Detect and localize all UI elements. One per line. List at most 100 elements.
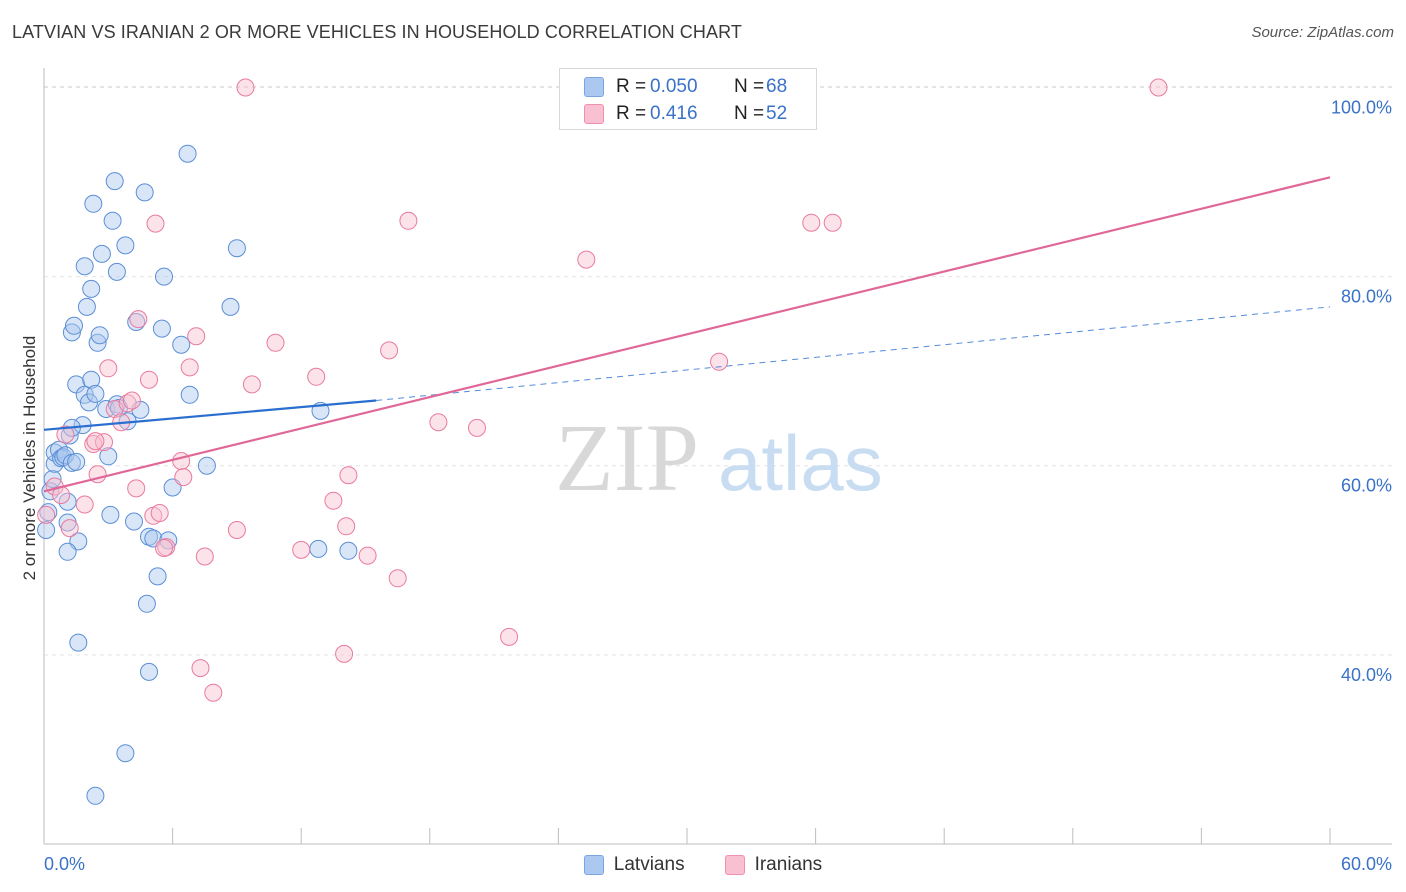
point-iranians <box>337 517 356 536</box>
point-latvians <box>65 316 83 335</box>
point-latvians <box>227 239 246 258</box>
point-latvians <box>172 335 191 354</box>
point-iranians <box>99 359 118 378</box>
legend-label-iranians: Iranians <box>754 854 823 875</box>
point-iranians <box>1149 78 1168 97</box>
trend-extension-latvians <box>376 306 1331 401</box>
point-iranians <box>204 683 223 702</box>
point-iranians <box>146 214 165 233</box>
point-latvians <box>116 236 135 255</box>
r-label: R = <box>616 76 647 97</box>
chart-title: LATVIAN VS IRANIAN 2 OR MORE VEHICLES IN… <box>12 22 742 42</box>
point-iranians <box>172 452 191 470</box>
point-latvians <box>137 594 156 613</box>
point-iranians <box>468 418 486 437</box>
watermark-zip: ZIP <box>555 404 699 511</box>
point-iranians <box>710 352 729 371</box>
point-iranians <box>227 521 246 539</box>
point-iranians <box>86 432 105 451</box>
point-iranians <box>292 540 311 559</box>
point-iranians <box>823 213 842 232</box>
x-tick-label: 0.0% <box>44 854 85 874</box>
point-iranians <box>191 659 210 678</box>
y-tick-label: 100.0% <box>1331 97 1392 117</box>
point-iranians <box>339 466 358 485</box>
point-latvians <box>75 257 94 276</box>
point-iranians <box>380 341 399 360</box>
source-label: Source: ZipAtlas.com <box>1251 24 1394 41</box>
point-iranians <box>335 644 354 663</box>
point-latvians <box>107 262 126 281</box>
point-latvians <box>127 313 146 331</box>
point-latvians <box>92 244 111 263</box>
point-iranians <box>155 539 173 557</box>
point-iranians <box>150 504 169 522</box>
trend-line-latvians <box>43 399 377 431</box>
point-latvians <box>86 384 105 403</box>
point-latvians <box>82 279 101 298</box>
point-latvians <box>62 323 81 342</box>
trend-lines <box>43 176 1331 493</box>
x-tick-label: 60.0% <box>1341 854 1392 874</box>
r-value: 0.416 <box>650 103 698 124</box>
point-latvians <box>155 267 173 286</box>
point-iranians <box>140 370 158 389</box>
point-iranians <box>127 479 146 498</box>
point-latvians <box>84 194 103 213</box>
point-latvians <box>125 512 143 531</box>
point-iranians <box>577 250 596 269</box>
point-latvians <box>197 456 216 475</box>
gridlines <box>44 85 1392 656</box>
point-iranians <box>500 627 519 646</box>
point-latvians <box>178 144 197 163</box>
point-iranians <box>180 358 199 377</box>
r-value: 0.050 <box>650 76 698 97</box>
point-iranians <box>187 327 206 346</box>
point-latvians <box>43 470 62 488</box>
point-latvians <box>90 326 109 345</box>
point-latvians <box>105 172 124 191</box>
point-iranians <box>56 425 75 444</box>
point-latvians <box>39 503 58 522</box>
point-latvians <box>82 370 101 389</box>
n-value: 52 <box>766 103 788 124</box>
legend-row-iranians: R = 0.416 N = 52 <box>584 101 787 127</box>
point-latvians <box>58 492 77 511</box>
watermark: ZIP atlas <box>555 404 883 511</box>
point-iranians <box>802 213 821 232</box>
point-iranians <box>75 495 94 514</box>
point-latvians <box>99 447 118 466</box>
n-value: 68 <box>766 76 788 97</box>
point-latvians <box>221 297 240 316</box>
legend-swatch-latvians <box>583 855 604 875</box>
point-iranians <box>324 491 343 510</box>
trend-line-iranians <box>43 176 1331 493</box>
point-latvians <box>309 539 328 558</box>
point-latvians <box>37 521 56 539</box>
point-latvians <box>56 446 75 465</box>
point-latvians <box>116 744 135 763</box>
y-tick-label: 40.0% <box>1341 665 1392 685</box>
legend-swatch-latvians <box>584 77 604 97</box>
legend-item-iranians[interactable]: Iranians <box>724 854 823 876</box>
n-label: N = <box>734 76 765 97</box>
n-label: N = <box>734 103 765 124</box>
point-latvians <box>101 505 120 524</box>
point-latvians <box>103 211 122 230</box>
point-iranians <box>266 333 285 352</box>
point-latvians <box>140 662 158 681</box>
point-iranians <box>122 391 141 410</box>
point-latvians <box>86 786 105 805</box>
point-iranians <box>236 78 255 97</box>
y-tick-label: 60.0% <box>1341 476 1392 496</box>
legend-swatch-iranians <box>724 855 745 875</box>
watermark-atlas: atlas <box>718 419 883 507</box>
point-latvians <box>180 385 199 404</box>
legend-item-latvians[interactable]: Latvians <box>583 854 685 876</box>
legend-swatch-iranians <box>584 104 604 124</box>
point-iranians <box>429 413 448 432</box>
point-iranians <box>307 367 326 386</box>
point-iranians <box>242 375 261 394</box>
correlation-legend: R = 0.050 N = 68 R = 0.416 N = 52 <box>559 68 817 130</box>
